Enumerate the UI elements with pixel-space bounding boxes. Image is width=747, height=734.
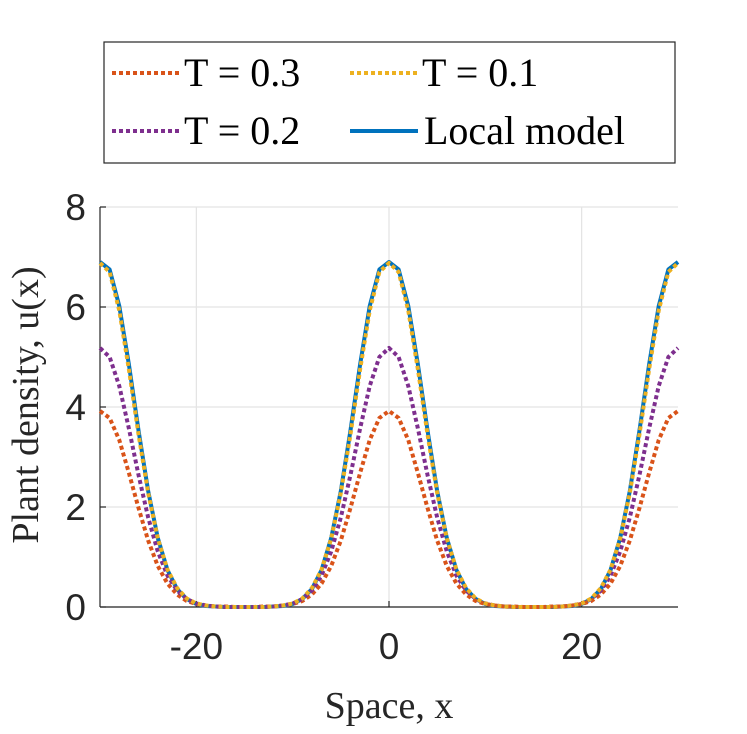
legend-label-local: Local model xyxy=(424,108,625,153)
y-tick-label: 6 xyxy=(65,287,86,328)
series-line-t-0-1 xyxy=(98,261,680,609)
series-layer xyxy=(98,260,680,609)
y-tick-label: 2 xyxy=(65,487,86,528)
y-axis-title: Plant density, u(x) xyxy=(5,266,47,543)
legend-label-t02: T = 0.2 xyxy=(184,108,300,153)
y-tick-label: 0 xyxy=(65,587,86,628)
ticks: -20 0 20 0 2 4 6 8 xyxy=(65,187,602,667)
x-tick-label: 20 xyxy=(561,626,602,667)
y-tick-label: 4 xyxy=(65,387,86,428)
x-tick-label: -20 xyxy=(170,626,223,667)
legend-label-t01: T = 0.1 xyxy=(422,50,538,95)
x-axis-title: Space, x xyxy=(325,685,454,727)
legend-box xyxy=(103,41,676,164)
grid xyxy=(100,206,678,608)
y-tick-label: 8 xyxy=(65,187,86,228)
legend: T = 0.3 T = 0.1 T = 0.2 Local model xyxy=(103,41,676,164)
x-tick-label: 0 xyxy=(379,626,400,667)
legend-label-t03: T = 0.3 xyxy=(184,50,300,95)
